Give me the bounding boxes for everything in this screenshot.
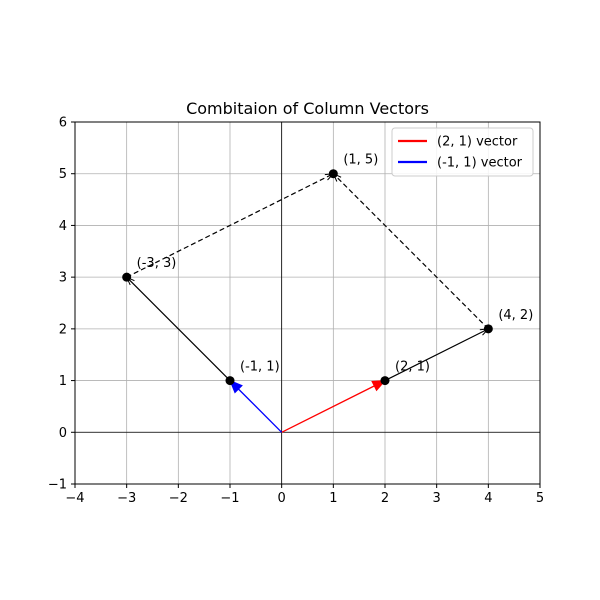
legend: (2, 1) vector (-1, 1) vector: [391, 127, 534, 177]
x-tick-label: 4: [484, 491, 492, 506]
x-tick-label: −3: [117, 491, 136, 506]
y-tick-label: 4: [59, 219, 67, 234]
x-tick-label: −1: [220, 491, 239, 506]
y-tick-label: 2: [59, 322, 67, 337]
x-tick-label: 1: [329, 491, 337, 506]
point-labels: (2, 1) (-1, 1) (4, 2) (-3, 3) (1, 5): [137, 153, 534, 375]
point-label: (4, 2): [498, 308, 533, 323]
y-tick-label: 0: [59, 426, 67, 441]
dashed-segment: [332, 173, 489, 330]
dashed-segment: [126, 173, 334, 278]
x-tick-label: 3: [433, 491, 441, 506]
y-tick-label: 3: [59, 271, 67, 286]
vector-line: [281, 384, 376, 433]
data-point: [328, 169, 338, 179]
solid-segment: [384, 328, 489, 382]
y-tick-label: 5: [59, 167, 67, 182]
x-tick-label: 5: [536, 491, 544, 506]
chart-title: Combitaion of Column Vectors: [186, 99, 429, 118]
plot-frame: [74, 121, 541, 485]
vector-line: [237, 387, 283, 433]
x-tick-label: −4: [65, 491, 84, 506]
points: [122, 169, 493, 386]
construction-segments: [125, 172, 490, 382]
legend-label: (-1, 1) vector: [437, 156, 523, 171]
point-label: (2, 1): [395, 360, 430, 375]
y-axis-ticks: −1 0 1 2 3 4 5 6: [48, 116, 75, 493]
y-tick-label: 1: [59, 374, 67, 389]
data-point: [122, 272, 132, 282]
x-tick-label: 0: [278, 491, 286, 506]
point-label: (-3, 3): [137, 256, 177, 271]
legend-label: (2, 1) vector: [437, 135, 518, 150]
zero-axis-lines: [75, 122, 540, 484]
solid-segment: [126, 276, 231, 381]
x-axis-ticks: −4 −3 −2 −1 0 1 2 3 4 5: [65, 484, 544, 506]
data-point: [380, 376, 390, 386]
y-tick-label: −1: [48, 478, 67, 493]
x-tick-label: −2: [169, 491, 188, 506]
point-label: (-1, 1): [240, 360, 280, 375]
y-tick-label: 6: [59, 116, 67, 131]
data-point: [483, 324, 493, 334]
vectors: [229, 379, 387, 433]
point-label: (1, 5): [343, 153, 378, 168]
data-point: [225, 376, 235, 386]
x-tick-label: 2: [381, 491, 389, 506]
legend-box: [391, 127, 534, 177]
